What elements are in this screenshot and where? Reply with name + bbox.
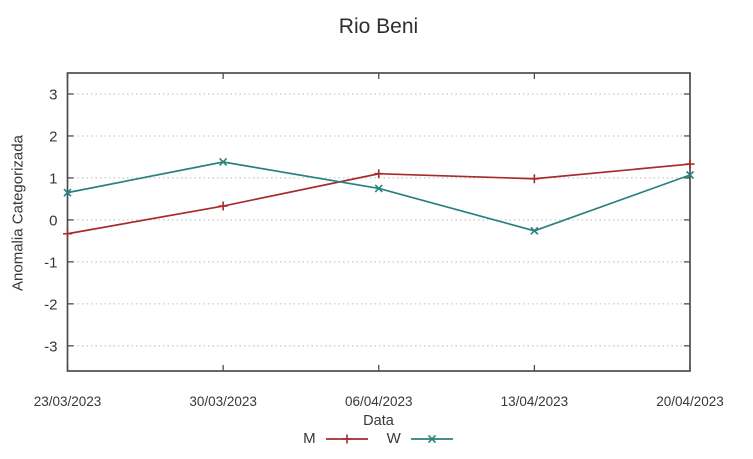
series-M-marker [685,159,695,169]
series-M-marker [63,229,72,239]
legend-sample-M [325,434,368,443]
legend-sample-W [410,434,453,443]
x-tick-labels: 23/03/2023 30/03/2023 06/04/2023 13/04/2023… [34,394,724,409]
x-tick-label: 30/03/2023 [189,394,257,409]
axis-ticks [66,73,691,371]
y-tick-label: 1 [49,170,57,187]
x-tick-label: 06/04/2023 [345,394,413,409]
x-tick-label: 20/04/2023 [656,394,724,409]
y-tick-label: 2 [49,128,57,145]
legend-item-W: W [387,430,454,447]
legend-item-M: M [303,430,369,447]
y-tick-label: -2 [44,296,57,313]
y-tick-label: -1 [44,254,57,271]
legend-marker-M [342,434,352,443]
series-M-marker [529,174,539,184]
y-tick-labels: -3 -2 -1 0 1 2 3 [44,86,57,355]
legend-marker-W [427,434,436,443]
x-tick-label: 23/03/2023 [34,394,102,409]
legend-label-W: W [386,430,401,447]
series-M-marker [218,201,228,211]
y-tick-label: 0 [49,212,57,229]
series-W-marker [63,188,72,197]
plot-border [66,72,691,372]
series-W-marker [219,157,228,167]
chart-title: Rio Beni [338,15,419,38]
series-W-marker [530,226,539,235]
gridlines [68,93,689,347]
x-tick-label: 13/04/2023 [501,394,569,409]
series-M-marker [374,169,384,179]
y-tick-label: 3 [49,86,57,103]
x-axis-label: Data [363,413,394,429]
series-W-marker [374,184,383,193]
legend-label-M: M [303,430,316,447]
y-tick-label: -3 [44,338,57,355]
series-W-marker [685,170,695,180]
